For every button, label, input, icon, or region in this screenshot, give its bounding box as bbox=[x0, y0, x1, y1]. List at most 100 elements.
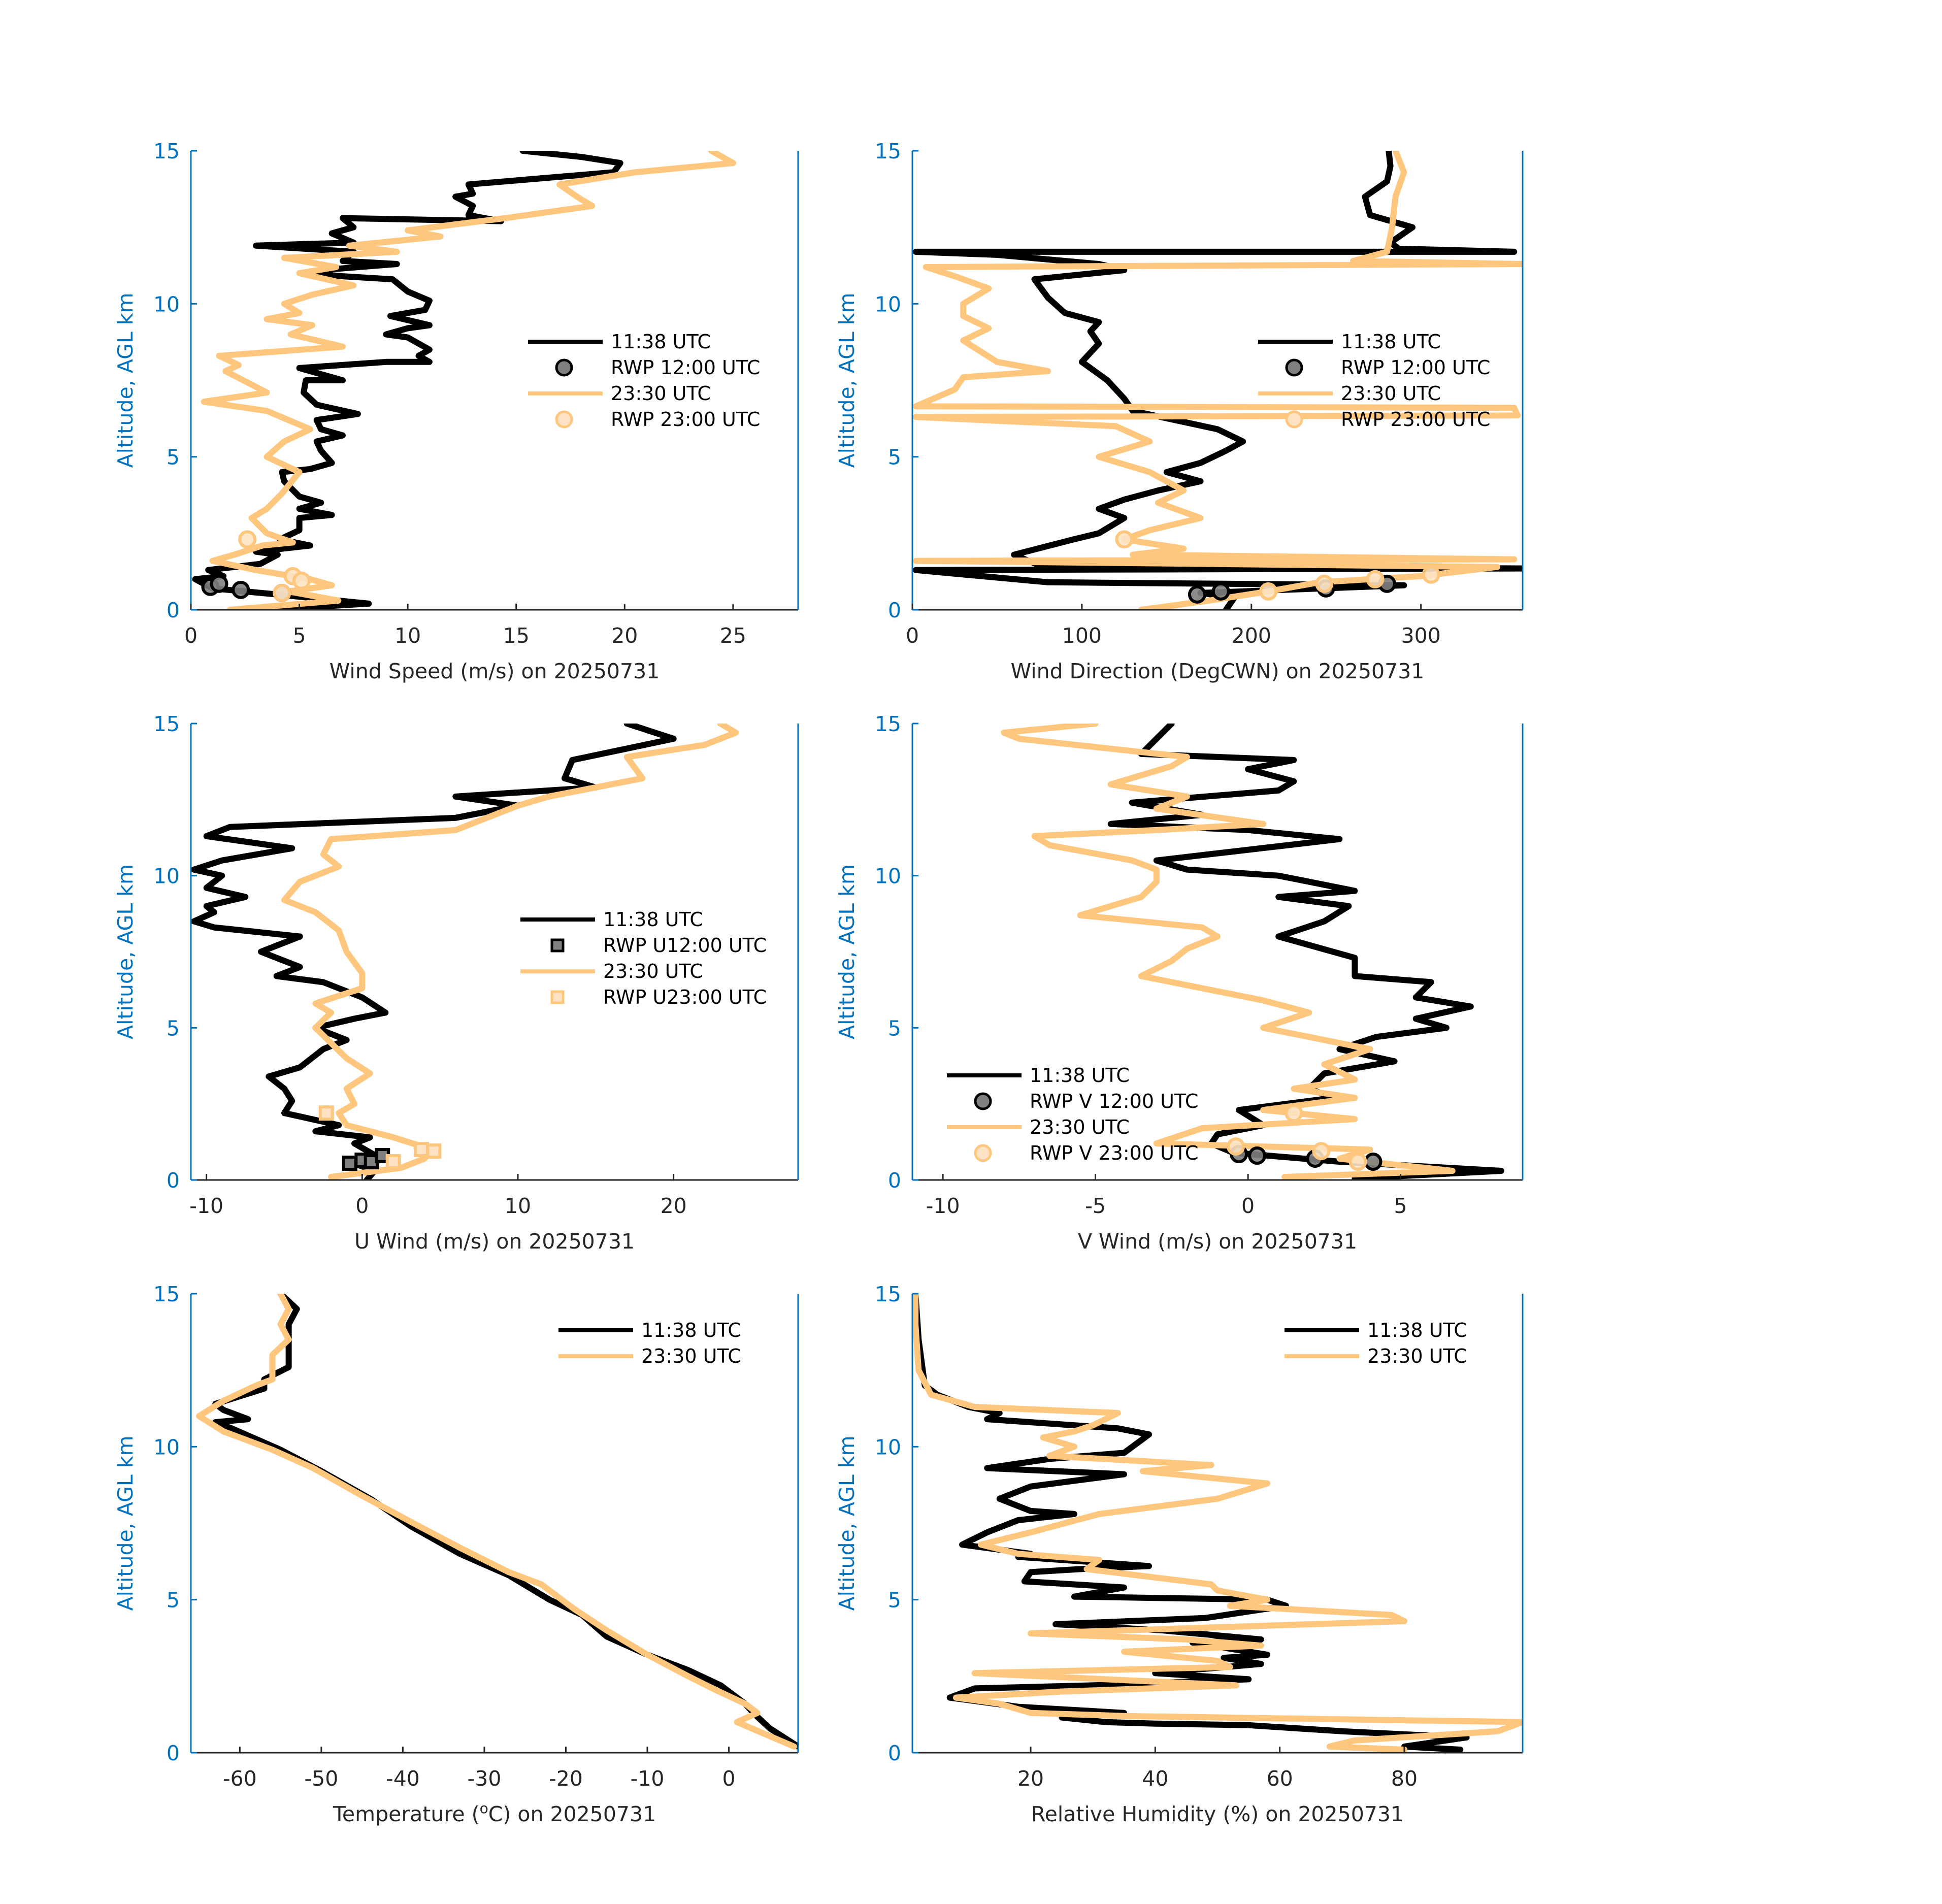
rwp-marker bbox=[232, 580, 250, 599]
y-tick-label: 0 bbox=[888, 1741, 901, 1765]
y-tick-label: 5 bbox=[888, 445, 901, 470]
series-line-1 bbox=[191, 724, 677, 1180]
x-axis-label: Temperature (oC) on 20250731 bbox=[333, 1800, 656, 1826]
series-line-2 bbox=[196, 1294, 797, 1750]
rwp-marker bbox=[385, 1154, 401, 1170]
y-tick-label: 5 bbox=[167, 1588, 180, 1613]
series-line-3 bbox=[1001, 724, 1456, 1180]
x-tick-label: 300 bbox=[1401, 623, 1441, 648]
legend-label: 23:30 UTC bbox=[1367, 1345, 1467, 1367]
x-tick-label: -30 bbox=[467, 1766, 501, 1791]
rwp-marker bbox=[1259, 582, 1278, 601]
x-axis-label: Wind Speed (m/s) on 20250731 bbox=[330, 659, 660, 683]
y-tick-label: 0 bbox=[167, 598, 180, 622]
rwp-marker bbox=[1348, 1153, 1367, 1171]
y-tick-label: 5 bbox=[888, 1588, 901, 1613]
legend-label: RWP 12:00 UTC bbox=[611, 356, 760, 379]
rwp-marker bbox=[210, 574, 228, 593]
rwp-marker bbox=[1248, 1146, 1267, 1165]
legend: 11:38 UTC RWP V 12:00 UTC 23:30 UTC RWP V 2… bbox=[947, 1064, 1198, 1164]
rwp-marker bbox=[273, 583, 291, 602]
x-tick-label: 0 bbox=[184, 623, 198, 648]
series-line-3 bbox=[281, 724, 739, 1180]
series-line-3 bbox=[201, 151, 736, 610]
legend: 11:38 UTC RWP 12:00 UTC 23:30 UTC RWP 23:00… bbox=[1258, 331, 1490, 431]
rwp-marker bbox=[1211, 582, 1230, 601]
x-tick-label: 100 bbox=[1062, 623, 1102, 648]
plot-area bbox=[191, 724, 739, 1180]
legend-marker bbox=[1285, 410, 1303, 429]
y-axis-label: Altitude, AGL km bbox=[113, 864, 138, 1039]
rwp-marker bbox=[238, 530, 257, 549]
y-tick-label: 5 bbox=[888, 1016, 901, 1040]
y-tick-label: 0 bbox=[167, 1741, 180, 1765]
x-tick-label: 5 bbox=[293, 623, 306, 648]
rwp-marker bbox=[292, 571, 311, 590]
legend-marker bbox=[550, 938, 565, 953]
rwp-marker bbox=[318, 1105, 334, 1121]
x-tick-label: 15 bbox=[503, 623, 530, 648]
legend-label: 11:38 UTC bbox=[1341, 331, 1441, 353]
legend-marker bbox=[974, 1144, 992, 1162]
x-tick-label: 10 bbox=[394, 623, 421, 648]
legend-label: 23:30 UTC bbox=[611, 382, 711, 405]
x-tick-label: 80 bbox=[1391, 1766, 1418, 1791]
x-tick-label: 20 bbox=[1017, 1766, 1044, 1791]
legend-label: RWP U23:00 UTC bbox=[603, 986, 767, 1008]
legend-label: RWP V 23:00 UTC bbox=[1030, 1142, 1198, 1164]
y-tick-label: 5 bbox=[167, 445, 180, 470]
legend-marker bbox=[1285, 358, 1303, 377]
y-tick-label: 10 bbox=[153, 292, 180, 316]
x-tick-label: -10 bbox=[631, 1766, 665, 1791]
legend-label: 11:38 UTC bbox=[1030, 1064, 1130, 1087]
plot-area bbox=[192, 151, 736, 610]
y-tick-label: 10 bbox=[153, 1435, 180, 1459]
series-line-2 bbox=[912, 1294, 1523, 1753]
panel-relative-humidity: 20 40 60 80 0 5 10 15 Relative Humidity (%) on 2… bbox=[835, 1282, 1524, 1826]
rwp-marker bbox=[426, 1143, 442, 1159]
legend-marker bbox=[550, 990, 565, 1004]
legend: 11:38 UTC RWP 12:00 UTC 23:30 UTC RWP 23:00… bbox=[528, 331, 760, 431]
rwp-marker bbox=[1188, 585, 1206, 604]
y-tick-label: 15 bbox=[153, 1282, 180, 1306]
legend-label: 23:30 UTC bbox=[1030, 1116, 1130, 1138]
y-axis-label: Altitude, AGL km bbox=[113, 293, 138, 468]
rwp-marker bbox=[1366, 570, 1385, 588]
x-tick-label: 5 bbox=[1394, 1194, 1407, 1218]
x-tick-label: 20 bbox=[611, 623, 638, 648]
rwp-marker bbox=[413, 1142, 429, 1158]
rwp-marker bbox=[1115, 530, 1134, 549]
legend: 11:38 UTC RWP U12:00 UTC 23:30 UTC RWP U23:… bbox=[520, 908, 767, 1008]
plot-area bbox=[912, 1294, 1523, 1753]
x-tick-label: 200 bbox=[1232, 623, 1271, 648]
y-tick-label: 10 bbox=[875, 1435, 901, 1459]
x-axis-label: V Wind (m/s) on 20250731 bbox=[1078, 1229, 1357, 1254]
x-tick-label: 20 bbox=[661, 1194, 687, 1218]
x-tick-label: -5 bbox=[1085, 1194, 1106, 1218]
panel-temperature: -60 -50 -40 -30 -20 -10 0 0 5 10 15 Temperature (oC… bbox=[113, 1282, 799, 1826]
legend-label: 23:30 UTC bbox=[1341, 382, 1441, 405]
y-tick-label: 0 bbox=[888, 598, 901, 622]
y-axis-label: Altitude, AGL km bbox=[835, 1436, 859, 1611]
legend-label: RWP V 12:00 UTC bbox=[1030, 1090, 1198, 1112]
x-axis-label: U Wind (m/s) on 20250731 bbox=[354, 1229, 635, 1254]
legend-label: 11:38 UTC bbox=[641, 1319, 741, 1341]
legend-label: 11:38 UTC bbox=[603, 908, 703, 931]
x-tick-label: 10 bbox=[505, 1194, 531, 1218]
rwp-marker bbox=[1285, 1104, 1303, 1123]
x-axis-label: Wind Direction (DegCWN) on 20250731 bbox=[1011, 659, 1425, 683]
rwp-marker bbox=[1422, 565, 1440, 584]
plot-area bbox=[912, 151, 1523, 610]
rwp-marker bbox=[1315, 574, 1334, 593]
y-tick-label: 5 bbox=[167, 1016, 180, 1040]
legend: 11:38 UTC 23:30 UTC bbox=[558, 1319, 741, 1367]
y-tick-label: 0 bbox=[167, 1168, 180, 1193]
y-axis-label: Altitude, AGL km bbox=[113, 1436, 138, 1611]
y-tick-label: 10 bbox=[875, 292, 901, 316]
x-tick-label: 25 bbox=[720, 623, 746, 648]
y-tick-label: 15 bbox=[153, 712, 180, 736]
series-line-3 bbox=[912, 151, 1523, 610]
legend-label: 23:30 UTC bbox=[641, 1345, 741, 1367]
x-tick-label: 0 bbox=[722, 1766, 735, 1791]
